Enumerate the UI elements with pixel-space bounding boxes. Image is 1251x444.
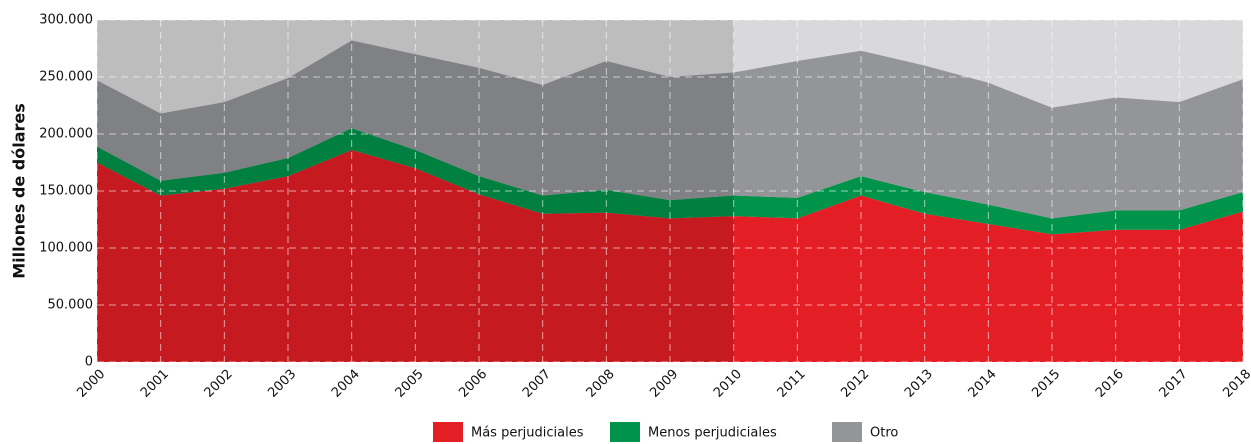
y-tick-label: 150.000 <box>39 184 93 199</box>
y-tick-label: 300.000 <box>39 13 93 28</box>
x-tick-label: 2000 <box>74 367 108 401</box>
y-tick-label: 250.000 <box>39 70 93 85</box>
x-tick-label: 2003 <box>265 367 299 401</box>
x-tick-label: 2006 <box>456 367 490 401</box>
x-tick-label: 2010 <box>711 367 745 401</box>
x-tick-label: 2018 <box>1220 367 1251 401</box>
x-tick-label: 2017 <box>1157 367 1191 401</box>
x-tick-label: 2009 <box>647 367 681 401</box>
x-tick-label: 2013 <box>902 367 936 401</box>
legend-label: Menos perjudiciales <box>648 426 777 441</box>
x-tick-label: 2016 <box>1093 367 1127 401</box>
x-tick-label: 2005 <box>393 367 427 401</box>
legend-label: Más perjudiciales <box>471 426 584 441</box>
x-tick-label: 2008 <box>584 367 618 401</box>
x-tick-label: 2015 <box>1029 367 1063 401</box>
y-tick-label: 200.000 <box>39 127 93 142</box>
x-tick-label: 2011 <box>775 367 809 401</box>
area <box>97 149 1243 362</box>
x-tick-label: 2004 <box>329 367 363 401</box>
area <box>97 128 1243 235</box>
x-tick-label: 2012 <box>838 367 872 401</box>
legend-label: Otro <box>870 426 898 441</box>
y-axis-label: Millones de dólares <box>10 103 29 279</box>
x-tick-label: 2014 <box>966 367 1000 401</box>
legend-swatch <box>610 422 640 442</box>
x-tick-label: 2007 <box>520 367 554 401</box>
legend-swatch <box>832 422 862 442</box>
x-tick-label: 2001 <box>138 367 172 401</box>
y-tick-label: 0 <box>85 355 93 370</box>
legend-swatch <box>433 422 463 442</box>
x-tick-label: 2002 <box>202 367 236 401</box>
y-tick-label: 100.000 <box>39 241 93 256</box>
y-tick-label: 50.000 <box>48 298 94 313</box>
